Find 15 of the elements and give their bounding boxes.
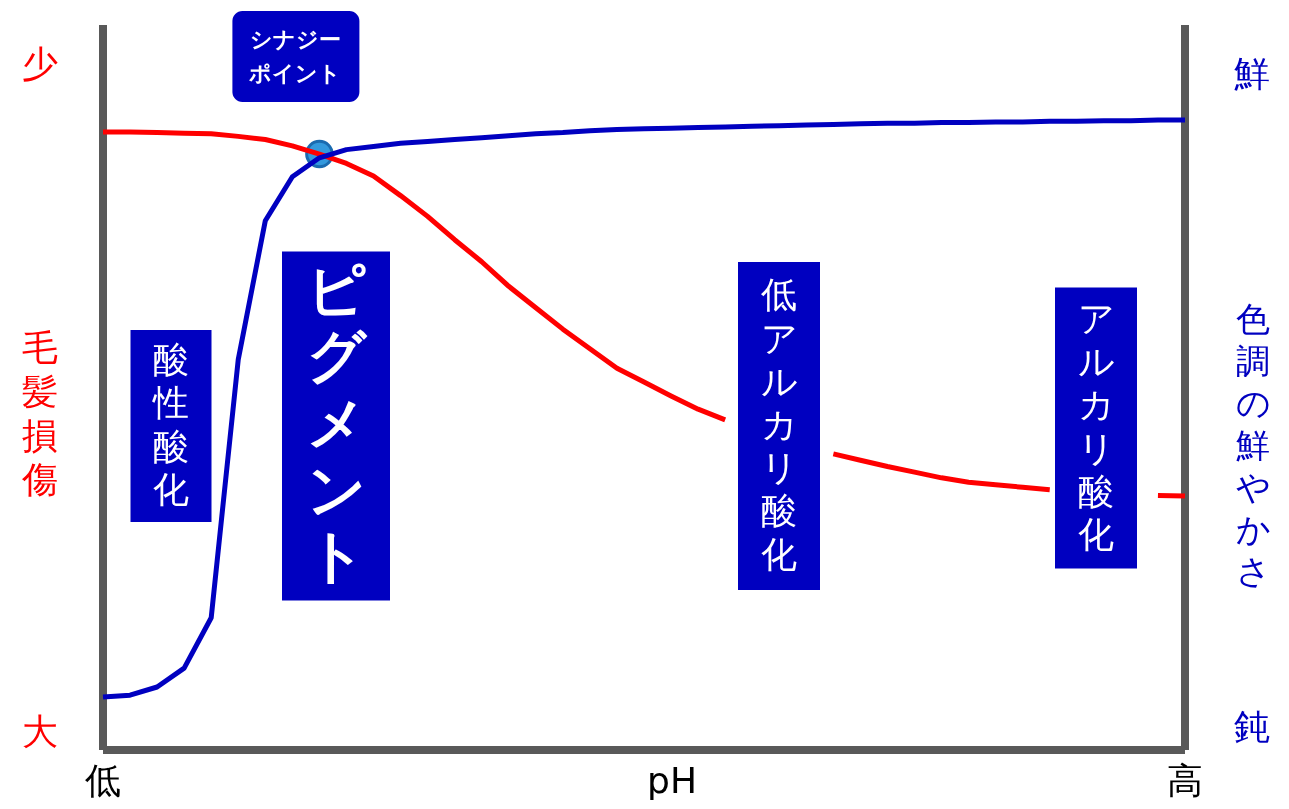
text: アルカリ酸化 [1077, 298, 1115, 555]
y2-axis-title: 色調の鮮やかさ [1235, 299, 1271, 591]
text: 鮮 [1234, 53, 1270, 94]
text: 高 [1167, 760, 1203, 801]
text: シナジーポイント [248, 27, 342, 87]
y-axis-title: 毛髪損傷 [21, 327, 58, 500]
annotation: ピグメント [306, 255, 368, 591]
annotation: 酸性酸化 [152, 339, 189, 510]
annotation: 低 [761, 274, 797, 316]
text: 大 [22, 711, 58, 752]
annotation: アルカリ酸化 [760, 317, 798, 575]
text: 少 [22, 43, 58, 84]
text: 鈍 [1234, 706, 1270, 747]
x-axis-title: pH [647, 760, 697, 801]
text: 低 [85, 760, 121, 801]
